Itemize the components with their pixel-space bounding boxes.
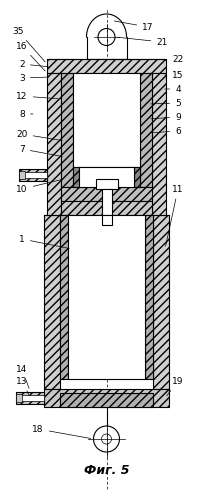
Bar bbox=[61, 187, 152, 201]
Bar bbox=[23, 172, 47, 178]
Bar bbox=[68, 215, 145, 379]
Bar bbox=[44, 215, 60, 389]
Text: 1: 1 bbox=[19, 235, 69, 249]
Bar bbox=[61, 73, 73, 187]
Bar bbox=[16, 392, 44, 404]
Text: 11: 11 bbox=[166, 185, 184, 247]
Text: 35: 35 bbox=[12, 26, 45, 62]
Text: 4: 4 bbox=[165, 84, 181, 93]
Text: 20: 20 bbox=[16, 130, 62, 141]
Text: 22: 22 bbox=[165, 54, 184, 63]
Text: 3: 3 bbox=[19, 73, 48, 82]
Text: 21: 21 bbox=[118, 37, 168, 46]
Bar bbox=[102, 215, 111, 225]
Text: 14: 14 bbox=[16, 364, 29, 388]
Bar bbox=[145, 215, 153, 379]
Bar bbox=[44, 389, 169, 407]
Bar bbox=[152, 73, 166, 215]
Text: 12: 12 bbox=[16, 91, 58, 100]
Bar bbox=[79, 167, 134, 187]
Text: 2: 2 bbox=[19, 59, 48, 68]
Bar bbox=[73, 73, 140, 167]
Text: 15: 15 bbox=[165, 70, 184, 79]
Text: 18: 18 bbox=[32, 425, 91, 439]
Bar bbox=[102, 189, 111, 215]
Bar bbox=[61, 201, 152, 215]
Text: 10: 10 bbox=[16, 180, 61, 194]
Text: 16: 16 bbox=[16, 41, 45, 71]
Bar bbox=[73, 167, 79, 187]
Text: 7: 7 bbox=[19, 145, 62, 157]
Text: 13: 13 bbox=[16, 377, 29, 395]
Bar bbox=[47, 59, 166, 73]
Bar bbox=[47, 73, 61, 215]
Bar bbox=[20, 395, 44, 401]
Text: 5: 5 bbox=[151, 98, 181, 107]
Text: 19: 19 bbox=[167, 377, 184, 396]
Bar bbox=[153, 215, 169, 389]
Text: 17: 17 bbox=[114, 21, 154, 31]
Text: 9: 9 bbox=[151, 112, 181, 121]
Bar bbox=[19, 169, 47, 181]
Text: 8: 8 bbox=[19, 109, 33, 118]
Bar bbox=[60, 215, 68, 379]
Bar bbox=[19, 171, 25, 179]
Text: Фиг. 5: Фиг. 5 bbox=[84, 465, 129, 478]
Bar bbox=[16, 394, 22, 402]
Text: 6: 6 bbox=[151, 127, 181, 136]
Bar bbox=[134, 167, 140, 187]
Bar bbox=[140, 73, 152, 187]
Bar bbox=[60, 393, 153, 407]
Bar bbox=[95, 179, 118, 189]
